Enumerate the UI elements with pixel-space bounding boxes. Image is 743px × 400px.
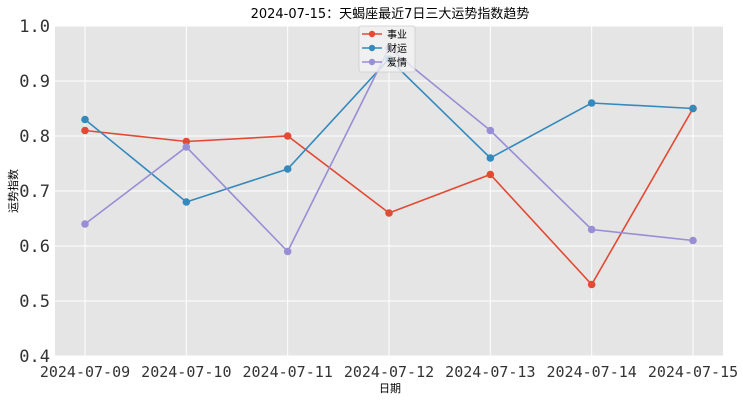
legend-marker [368,58,376,66]
data-point [182,143,191,151]
legend-label: 爱情 [387,56,407,69]
data-point [283,247,292,256]
legend-marker [368,30,376,38]
legend-label: 财运 [387,42,407,55]
y-tick-label: 0.5 [19,292,50,312]
y-tick-label: 0.6 [19,237,50,257]
y-tick-label: 1.0 [19,17,50,37]
x-tick-label: 2024-07-09 [40,363,130,381]
y-tick-label: 0.7 [19,182,50,202]
legend-item: 财运 [362,42,407,55]
data-point [283,165,292,173]
y-tick-label: 0.8 [19,127,50,147]
x-axis-label: 日期 [379,382,401,395]
x-tick-label: 2024-07-14 [547,363,637,381]
legend-label: 事业 [387,28,407,41]
x-tick-label: 2024-07-12 [344,363,434,381]
data-point [81,220,89,228]
legend-marker [368,44,376,52]
y-tick-labels: 0.4 0.5 0.6 0.7 0.8 0.9 1.0 [19,17,50,367]
legend-item: 爱情 [362,56,407,69]
data-point [587,280,596,289]
x-tick-labels: 2024-07-09 2024-07-10 2024-07-11 2024-07-12… [40,363,738,381]
x-tick-label: 2024-07-11 [243,363,333,381]
data-point [587,225,596,234]
legend-item: 事业 [362,28,407,41]
data-point [486,126,495,135]
data-point [587,99,596,107]
data-point [486,154,495,162]
data-point [81,126,89,135]
data-point [689,104,697,113]
data-point [385,209,393,217]
data-point [689,236,697,245]
x-tick-label: 2024-07-13 [445,363,535,381]
x-tick-label: 2024-07-15 [648,363,738,381]
y-axis-label: 运势指数 [6,169,20,213]
y-tick-label: 0.9 [19,72,50,92]
data-point [182,137,191,146]
chart-title: 2024-07-15：天蝎座最近7日三大运势指数趋势 [251,6,530,22]
x-tick-label: 2024-07-10 [141,363,231,381]
grid [55,25,723,357]
data-point [283,132,292,140]
data-point [81,115,89,124]
data-point [182,198,191,206]
data-point [486,170,495,179]
y-tick-label: 0.4 [19,347,50,367]
